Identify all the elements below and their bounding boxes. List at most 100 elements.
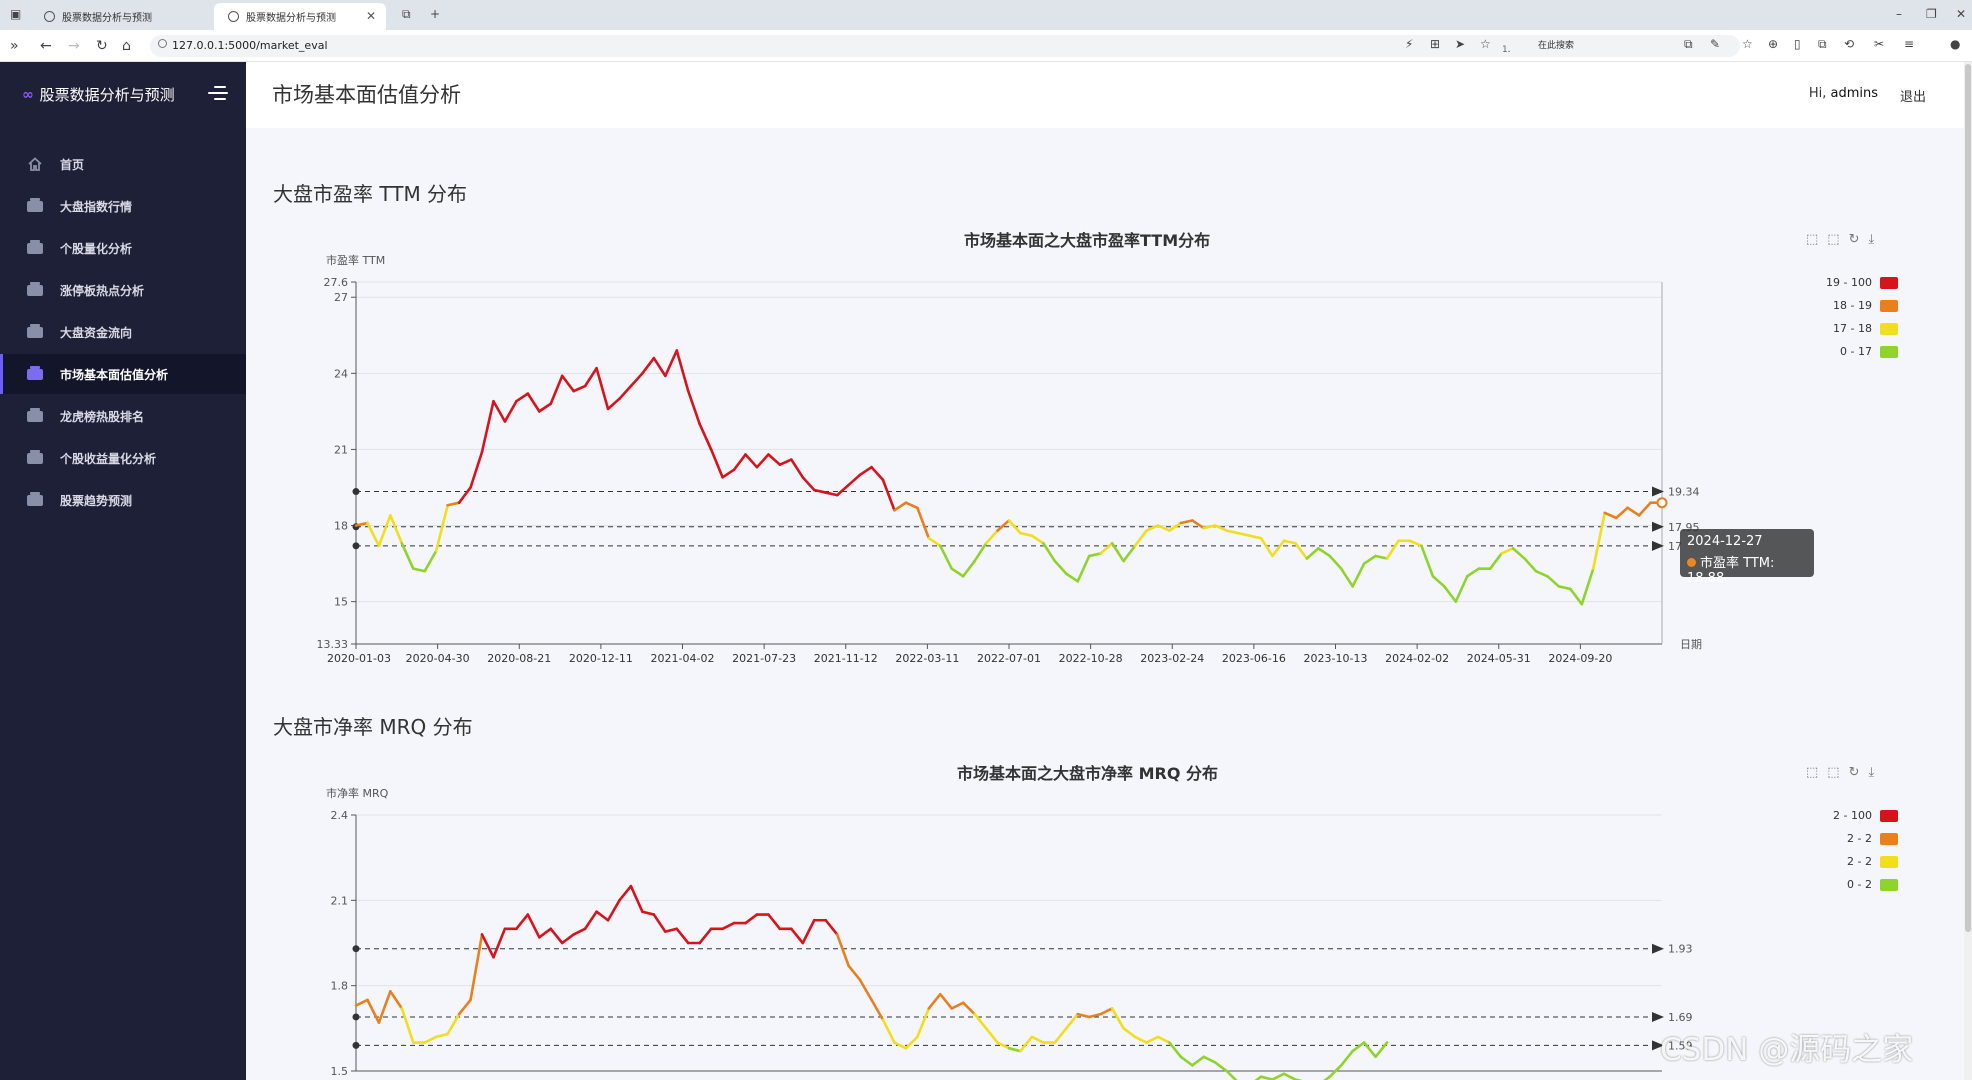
share-icon[interactable]: ➤ — [1455, 37, 1466, 51]
reload-icon[interactable]: ↻ — [96, 38, 108, 54]
close-tab-icon[interactable]: ✕ — [365, 9, 376, 23]
history-icon[interactable]: ⟲ — [1844, 37, 1855, 51]
zoom-reset-icon[interactable]: ⬚ — [1827, 232, 1849, 247]
minimize-icon[interactable]: – — [1896, 7, 1902, 21]
download-circle-icon[interactable]: ⊕ — [1768, 37, 1779, 51]
zoom-area-icon[interactable]: ⬚ — [1806, 765, 1828, 780]
series-segment — [1465, 567, 1481, 578]
series-segment — [1294, 541, 1309, 560]
profile-icon[interactable]: ● — [1950, 37, 1961, 51]
scissors-icon[interactable]: ✂ — [1874, 37, 1885, 51]
menu-icon[interactable]: ≡ — [1904, 37, 1915, 51]
translate-icon[interactable]: ⧉ — [1684, 37, 1693, 51]
series-segment — [1133, 529, 1148, 548]
legend-item[interactable]: 0 - 2 — [1790, 873, 1898, 896]
x-tick-label: 2023-10-13 — [1304, 652, 1368, 665]
zoom-area-icon[interactable]: ⬚ — [1806, 232, 1828, 247]
scrollbar-thumb[interactable] — [1965, 64, 1971, 932]
series-segment — [434, 503, 449, 553]
sidebar-item-limit-up[interactable]: 涨停板热点分析 — [0, 270, 246, 310]
page-scrollbar[interactable] — [1964, 62, 1972, 1080]
series-segment — [1580, 567, 1595, 606]
sidebar-item-fund-flow[interactable]: 大盘资金流向 — [0, 312, 246, 352]
mark-line-arrow — [1652, 521, 1664, 532]
legend-item[interactable]: 2 - 100 — [1790, 804, 1898, 827]
browser-tab-bar: ▣ 股票数据分析与预测 股票数据分析与预测 ✕ ⧉ + – ❐ ✕ — [0, 0, 1972, 30]
sidebar-toggle-icon[interactable]: ▣ — [10, 7, 22, 21]
series-segment — [744, 453, 759, 469]
x-tick-label: 2022-10-28 — [1059, 652, 1123, 665]
sidebar-item-index[interactable]: 大盘指数行情 — [0, 186, 246, 226]
window-close-icon[interactable]: ✕ — [1956, 7, 1967, 21]
browser-tab-1[interactable]: 股票数据分析与预测 — [30, 3, 210, 30]
browser-tab-2[interactable]: 股票数据分析与预测 ✕ — [214, 3, 386, 30]
series-segment — [389, 514, 404, 545]
legend-item[interactable]: 19 - 100 — [1790, 271, 1898, 294]
back-icon[interactable]: ← — [40, 38, 52, 54]
menu-collapse-icon[interactable] — [208, 86, 228, 104]
series-segment — [1317, 547, 1332, 558]
series-segment — [858, 465, 873, 477]
series-segment — [457, 486, 472, 505]
grid-icon[interactable]: ⊞ — [1430, 37, 1441, 51]
search-input[interactable]: 在此搜索 — [1508, 36, 1662, 56]
legend-item[interactable]: 17 - 18 — [1790, 317, 1898, 340]
series-segment — [423, 549, 438, 573]
series-segment — [618, 384, 633, 400]
series-segment — [1053, 559, 1068, 576]
phone-icon[interactable]: ▯ — [1794, 37, 1801, 51]
series-segment — [790, 458, 805, 479]
sidebar-item-label: 龙虎榜热股排名 — [60, 409, 145, 424]
series-segment — [1259, 536, 1274, 558]
sidebar-item-label: 市场基本面估值分析 — [60, 367, 169, 382]
favorites-icon[interactable]: ☆ — [1742, 37, 1753, 51]
restore-icon[interactable]: ↻ — [1848, 232, 1869, 247]
save-image-icon[interactable]: ⤓ — [1868, 765, 1884, 780]
sidebar-item-label: 首页 — [60, 157, 85, 172]
sidebar-item-stock-quant[interactable]: 个股量化分析 — [0, 228, 246, 268]
extension-icon[interactable]: ✎ — [1710, 37, 1721, 51]
username[interactable]: admins — [1830, 86, 1878, 101]
sidebar-item-trend-predict[interactable]: 股票趋势预测 — [0, 480, 246, 520]
series-segment — [1122, 544, 1137, 563]
legend-item[interactable]: 18 - 19 — [1790, 294, 1898, 317]
logout-link[interactable]: 退出 — [1899, 90, 1926, 105]
series-segment — [1523, 557, 1538, 573]
sidebar-item-dragon-tiger[interactable]: 龙虎榜热股排名 — [0, 396, 246, 436]
stack-icon — [27, 239, 43, 254]
sidebar-item-label: 股票趋势预测 — [60, 493, 133, 508]
zoom-reset-icon[interactable]: ⬚ — [1827, 765, 1849, 780]
series-segment — [881, 478, 896, 512]
new-tab-icon[interactable]: + — [430, 7, 441, 21]
sidebar-item-home[interactable]: 首页 — [0, 144, 246, 184]
globe-icon — [44, 11, 55, 22]
series-segment — [1626, 506, 1641, 517]
brand[interactable]: ∞ 股票数据分析与预测 — [22, 84, 175, 105]
sidebar-item-market-eval[interactable]: 市场基本面估值分析 — [0, 354, 246, 394]
forward-icon[interactable]: → — [68, 38, 80, 54]
restore-icon[interactable]: ❐ — [1926, 7, 1937, 21]
x-tick-label: 2020-04-30 — [406, 652, 470, 665]
series-segment — [698, 422, 713, 451]
tab-list-icon[interactable]: ⧉ — [402, 7, 411, 21]
restore-icon[interactable]: ↻ — [1848, 765, 1869, 780]
x-tick-label: 2024-02-02 — [1385, 652, 1449, 665]
mark-line-arrow — [1652, 486, 1664, 497]
star-icon[interactable]: ☆ — [1480, 37, 1491, 51]
bolt-icon[interactable]: ⚡ — [1405, 37, 1414, 51]
series-segment — [686, 389, 701, 426]
legend-item[interactable]: 2 - 2 — [1790, 827, 1898, 850]
legend-item[interactable]: 0 - 17 — [1790, 340, 1898, 363]
home-icon[interactable]: ⌂ — [122, 38, 131, 54]
collections-icon[interactable]: ⧉ — [1818, 37, 1827, 51]
expand-icon[interactable]: » — [10, 38, 19, 54]
series-segment — [1145, 524, 1160, 532]
save-image-icon[interactable]: ⤓ — [1868, 232, 1884, 247]
series-segment — [583, 366, 598, 388]
legend-item[interactable]: 2 - 2 — [1790, 850, 1898, 873]
page-title: 市场基本面估值分析 — [272, 83, 461, 107]
sidebar-item-returns[interactable]: 个股收益量化分析 — [0, 438, 246, 478]
series-segment — [595, 366, 610, 411]
series-segment — [1339, 567, 1354, 588]
